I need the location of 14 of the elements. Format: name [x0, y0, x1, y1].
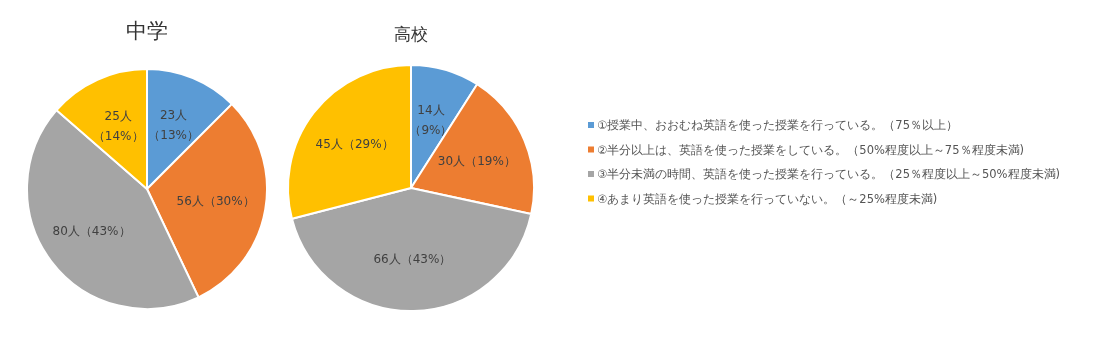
data-label: 23人（13%） — [148, 107, 199, 142]
legend-label: ①授業中、おおむね英語を使った授業を行っている。（75％以上） — [597, 118, 958, 132]
data-label: 25人（14%） — [92, 108, 144, 143]
data-label: 80人（43%） — [52, 224, 131, 239]
data-label: 56人（30%） — [176, 193, 255, 208]
chart-title: 中学 — [126, 19, 168, 43]
data-label: 14人（9%） — [409, 102, 453, 137]
legend-label: ③半分未満の時間、英語を使った授業を行っている。（25％程度以上～50%程度未満) — [597, 167, 1060, 181]
data-label: 30人（19%） — [437, 153, 516, 168]
data-label: 66人（43%） — [373, 252, 452, 267]
chart-title: 高校 — [394, 24, 428, 44]
data-label: 45人（29%） — [315, 137, 394, 152]
legend-label: ④あまり英語を使った授業を行っていない。（～25%程度未満) — [597, 191, 938, 206]
legend-label: ②半分以上は、英語を使った授業をしている。（50%程度以上～75％程度未満) — [597, 142, 1024, 157]
